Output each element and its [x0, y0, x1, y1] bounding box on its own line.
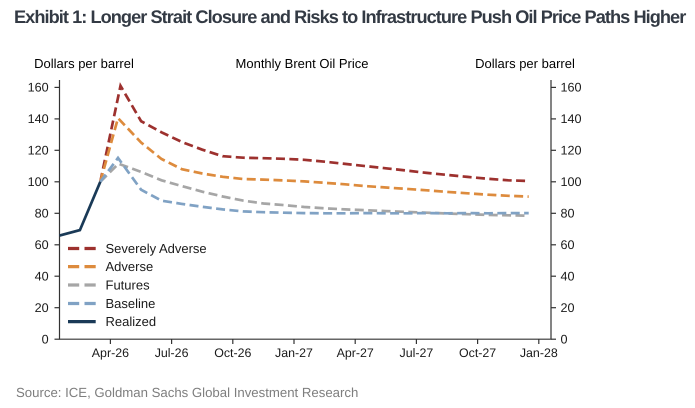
svg-text:Oct-26: Oct-26 — [214, 346, 251, 360]
svg-text:80: 80 — [35, 207, 49, 221]
svg-text:0: 0 — [561, 333, 568, 347]
svg-text:Apr-26: Apr-26 — [92, 346, 129, 360]
svg-text:100: 100 — [28, 175, 49, 189]
svg-text:Jul-27: Jul-27 — [400, 346, 434, 360]
svg-text:Baseline: Baseline — [106, 296, 156, 311]
svg-text:Jul-26: Jul-26 — [155, 346, 189, 360]
svg-text:40: 40 — [561, 270, 575, 284]
svg-text:Realized: Realized — [106, 314, 157, 329]
svg-text:140: 140 — [561, 112, 582, 126]
svg-text:80: 80 — [561, 207, 575, 221]
svg-text:100: 100 — [561, 175, 582, 189]
svg-text:Oct-27: Oct-27 — [459, 346, 496, 360]
svg-text:120: 120 — [561, 144, 582, 158]
svg-text:160: 160 — [561, 81, 582, 95]
svg-text:Dollars per barrel: Dollars per barrel — [475, 56, 575, 71]
svg-text:Dollars per barrel: Dollars per barrel — [34, 56, 134, 71]
svg-text:60: 60 — [561, 238, 575, 252]
svg-text:Jan-27: Jan-27 — [275, 346, 313, 360]
svg-text:Monthly Brent Oil Price: Monthly Brent Oil Price — [236, 56, 369, 71]
svg-text:20: 20 — [561, 301, 575, 315]
svg-text:120: 120 — [28, 144, 49, 158]
svg-text:Futures: Futures — [106, 278, 151, 293]
svg-text:160: 160 — [28, 81, 49, 95]
svg-text:60: 60 — [35, 238, 49, 252]
svg-text:0: 0 — [42, 333, 49, 347]
svg-text:Apr-27: Apr-27 — [337, 346, 374, 360]
svg-text:Source: ICE, Goldman Sachs Glo: Source: ICE, Goldman Sachs Global Invest… — [16, 385, 358, 400]
svg-text:40: 40 — [35, 270, 49, 284]
svg-text:Jan-28: Jan-28 — [520, 346, 558, 360]
svg-text:Adverse: Adverse — [106, 259, 154, 274]
svg-text:Exhibit 1: Longer Strait Closu: Exhibit 1: Longer Strait Closure and Ris… — [14, 7, 686, 27]
svg-text:20: 20 — [35, 301, 49, 315]
svg-text:Severely Adverse: Severely Adverse — [106, 241, 207, 256]
svg-text:140: 140 — [28, 112, 49, 126]
